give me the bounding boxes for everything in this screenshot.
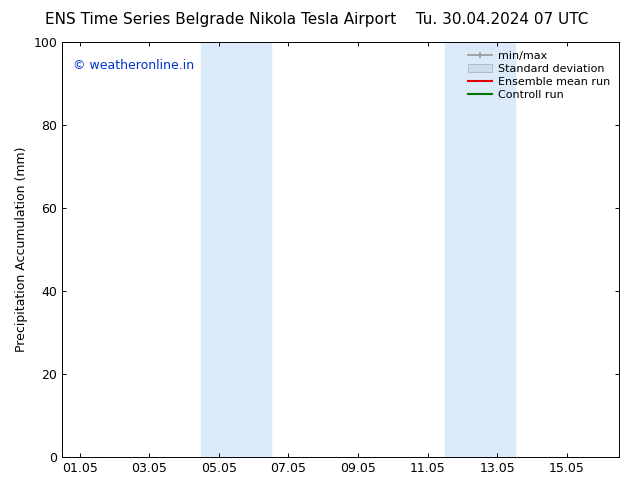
Text: © weatheronline.in: © weatheronline.in [74,59,195,72]
Bar [202,42,271,457]
Text: ENS Time Series Belgrade Nikola Tesla Airport    Tu. 30.04.2024 07 UTC: ENS Time Series Belgrade Nikola Tesla Ai… [45,12,589,27]
Bar [445,42,515,457]
Y-axis label: Precipitation Accumulation (mm): Precipitation Accumulation (mm) [15,147,28,352]
Legend: min/max, Standard deviation, Ensemble mean run, Controll run: min/max, Standard deviation, Ensemble me… [465,48,614,103]
